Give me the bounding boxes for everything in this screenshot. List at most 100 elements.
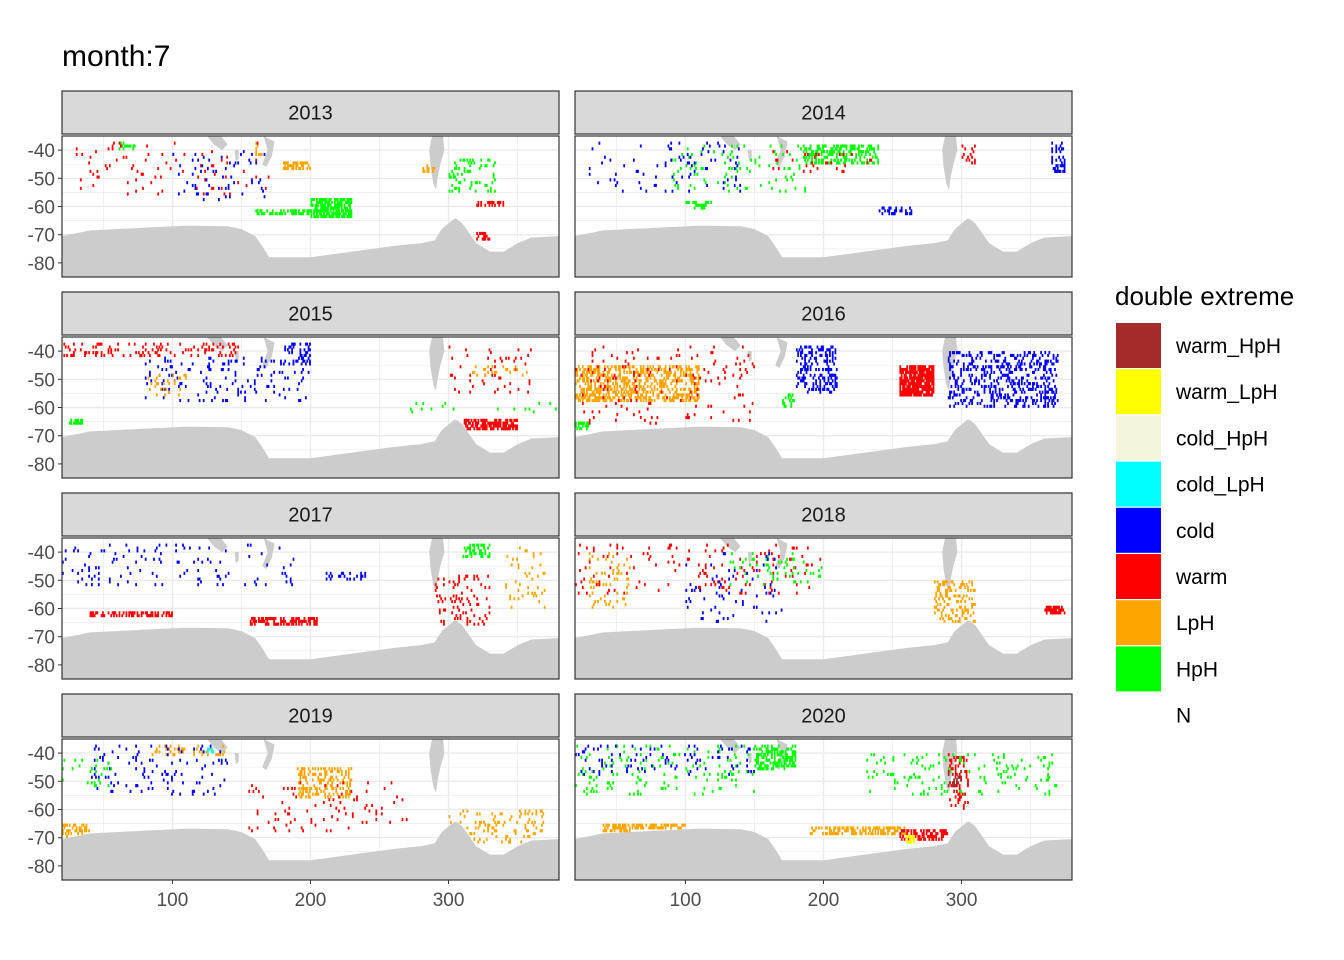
cell-LpH [616, 376, 619, 380]
cell-cold [244, 399, 246, 403]
cell-cold [198, 546, 201, 550]
cell-LpH [677, 393, 679, 397]
cell-cold [950, 390, 953, 394]
cell-cold [997, 376, 1000, 380]
cell-HpH [844, 144, 846, 148]
cell-LpH [950, 580, 953, 584]
cell-HpH [773, 750, 776, 754]
cell-cold [136, 753, 139, 757]
cell-LpH [299, 778, 302, 782]
cell-warm [461, 597, 463, 601]
cell-cold [1004, 359, 1007, 363]
cell-HpH [754, 158, 757, 162]
cell-warm [900, 370, 903, 374]
cell-cold [1049, 368, 1052, 372]
cell-cold [223, 362, 226, 366]
cell-LpH [494, 829, 496, 833]
cell-cold [293, 342, 296, 346]
cell-warm [918, 376, 921, 380]
cell-HpH [686, 147, 689, 151]
cell-cold [710, 608, 713, 612]
cell-cold [717, 141, 719, 145]
cell-LpH [314, 767, 317, 771]
cell-cold [284, 359, 287, 363]
cell-warm [128, 342, 131, 346]
cell-cold [889, 206, 892, 210]
cell-cold [1026, 379, 1029, 383]
cell-LpH [965, 608, 968, 612]
south-america-land [429, 739, 445, 793]
cell-LpH [350, 778, 353, 782]
cell-warm [483, 427, 485, 431]
cell-cold [1058, 169, 1060, 173]
cell-LpH [184, 373, 187, 377]
australia-land [207, 136, 228, 151]
cell-warm [282, 786, 285, 791]
cell-warm [466, 622, 469, 626]
cell-LpH [519, 546, 521, 550]
cell-LpH [426, 164, 429, 168]
cell-HpH [822, 158, 824, 162]
cell-warm [606, 554, 609, 559]
cell-HpH [415, 401, 418, 406]
new-zealand-land [262, 739, 275, 770]
cell-warm [742, 345, 744, 349]
cell-cold [746, 571, 748, 575]
cell-HpH [874, 152, 877, 157]
cell-warm [89, 611, 92, 615]
cell-warm [575, 583, 577, 587]
cell-LpH [296, 164, 299, 168]
cell-warm [448, 345, 451, 349]
cell-warm [931, 390, 933, 394]
cell-cold [1036, 399, 1038, 403]
cell-HpH [802, 560, 805, 564]
cell-LpH [936, 588, 939, 592]
cell-warm [496, 200, 499, 205]
cell-LpH [662, 390, 664, 394]
cell-cold [969, 376, 972, 380]
cell-LpH [543, 588, 546, 592]
cell-cold [165, 543, 168, 547]
cell-HpH [693, 186, 696, 190]
cell-LpH [646, 376, 649, 380]
cell-warm [916, 384, 918, 389]
cell-cold [958, 351, 961, 355]
cell-warm [584, 566, 587, 570]
cell-LpH [165, 753, 168, 757]
cell-HpH [321, 203, 324, 207]
cell-cold [621, 189, 624, 193]
cell-warm [907, 379, 910, 383]
y-tick-label: -40 [28, 141, 55, 162]
cell-HpH [340, 200, 343, 205]
cell-HpH [345, 212, 347, 216]
cell-warm [365, 803, 368, 808]
cell-cold [175, 543, 177, 547]
cell-cold [1034, 353, 1037, 358]
cell-cold [219, 560, 222, 564]
cell-cold [974, 390, 976, 394]
cell-warm [918, 368, 921, 372]
cell-LpH [469, 832, 472, 836]
cell-LpH [320, 781, 322, 785]
cell-cold [956, 393, 958, 397]
cell-warm [242, 169, 245, 173]
cell-HpH [787, 747, 790, 751]
cell-cold [1005, 368, 1008, 372]
cell-warm [476, 597, 478, 601]
cell-warm [924, 373, 927, 377]
cell-HpH [75, 418, 78, 422]
cell-LpH [345, 795, 347, 799]
cell-warm [491, 200, 494, 205]
cell-LpH [155, 393, 158, 397]
cell-warm [469, 379, 472, 383]
cell-cold [1040, 362, 1042, 366]
cell-cold [813, 373, 816, 377]
cell-cold [1044, 390, 1047, 394]
cell-warm [602, 373, 605, 377]
y-tick-label: -40 [28, 342, 55, 363]
cell-warm [212, 342, 215, 346]
cell-warm [1051, 608, 1054, 612]
cell-warm [492, 421, 495, 425]
cell-cold [1041, 353, 1044, 358]
cell-HpH [765, 767, 768, 771]
